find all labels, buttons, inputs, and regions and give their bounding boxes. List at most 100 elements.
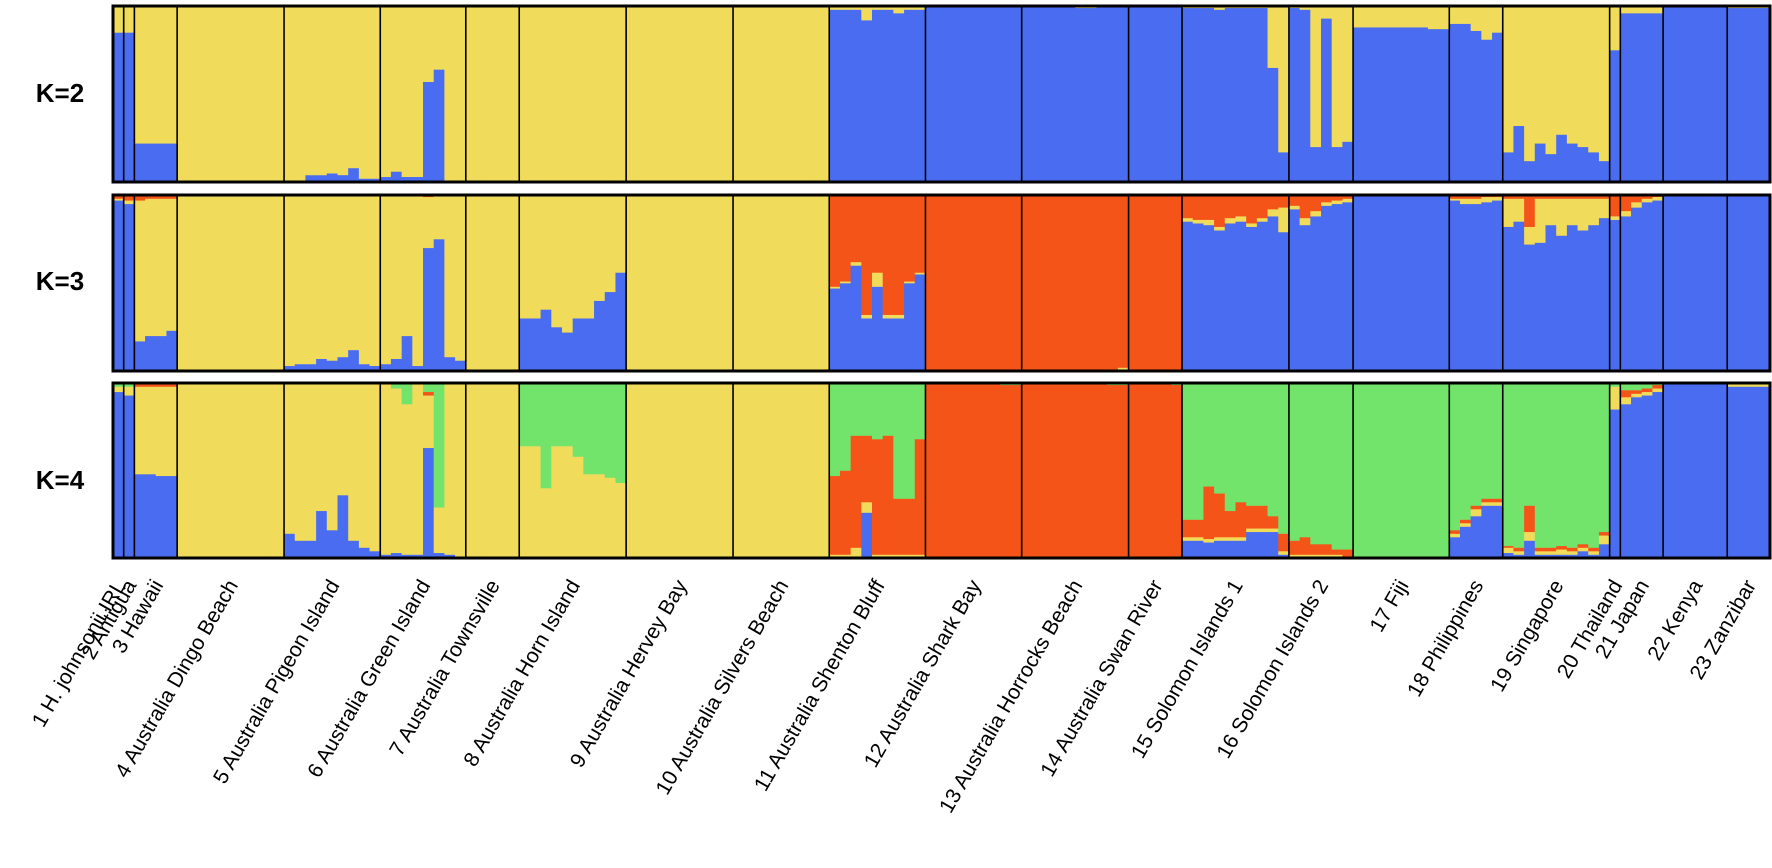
bar-segment	[444, 195, 456, 358]
bar-segment	[1246, 528, 1258, 533]
bar-segment	[497, 383, 510, 559]
bar-segment	[1171, 195, 1183, 372]
bar-segment	[1459, 519, 1472, 524]
bar-segment	[241, 195, 253, 372]
bar-segment	[561, 446, 574, 559]
bar-segment	[1192, 7, 1205, 183]
bar-segment	[829, 286, 841, 289]
bar-segment	[1545, 554, 1557, 559]
bar-segment	[872, 272, 884, 287]
bar-segment	[1641, 388, 1654, 393]
bar-segment	[1449, 6, 1461, 24]
bar-segment	[145, 335, 157, 372]
bar-segment	[230, 195, 242, 372]
bar-segment	[647, 383, 659, 559]
bar-segment	[465, 383, 478, 559]
bar-segment	[904, 498, 916, 555]
bar-segment	[1641, 383, 1654, 389]
bar-segment	[1417, 27, 1429, 183]
bar-segment	[775, 6, 788, 183]
bar-segment	[1727, 383, 1739, 387]
panel-k3	[111, 193, 1772, 373]
bar-segment	[1117, 195, 1130, 368]
bar-segment	[1481, 202, 1493, 372]
bar-segment	[1374, 383, 1386, 559]
bar-segment	[1096, 195, 1108, 372]
bar-segment	[1203, 486, 1215, 540]
bar-segment	[412, 176, 424, 183]
bar-segment	[583, 195, 595, 319]
bar-segment	[1502, 6, 1515, 153]
bar-segment	[904, 281, 916, 284]
bar-segment	[1256, 528, 1269, 533]
bar-segment	[1556, 545, 1568, 550]
bar-segment	[1727, 7, 1739, 183]
bar-segment	[1267, 6, 1279, 68]
bar-segment	[1577, 195, 1589, 199]
bar-segment	[1192, 537, 1205, 541]
bar-segment	[519, 195, 531, 319]
bar-segment	[989, 195, 1001, 372]
bar-segment	[1310, 544, 1322, 555]
bar-segment	[1235, 537, 1247, 541]
bar-segment	[1427, 195, 1440, 372]
bar-segment	[1192, 383, 1205, 520]
bar-segment	[1160, 6, 1172, 183]
bar-segment	[1299, 195, 1311, 219]
bar-segment	[583, 383, 595, 475]
bar-segment	[1214, 493, 1226, 538]
bar-segment	[1235, 502, 1247, 538]
bar-segment	[850, 435, 862, 548]
bar-segment	[1577, 146, 1589, 183]
bar-segment	[850, 383, 862, 436]
bar-segment	[145, 6, 157, 144]
bar-segment	[1652, 196, 1664, 201]
bar-segment	[1716, 6, 1728, 183]
bar-segment	[914, 9, 927, 183]
bar-segment	[198, 195, 210, 372]
bar-segment	[412, 6, 424, 178]
bar-segment	[412, 195, 424, 367]
bar-segment	[1534, 195, 1547, 199]
bar-segment	[348, 167, 360, 183]
bar-segment	[529, 446, 542, 559]
bar-segment	[1684, 6, 1696, 183]
bar-segment	[914, 554, 927, 559]
panel-k2	[111, 4, 1772, 184]
bar-segment	[337, 356, 349, 372]
bar-segment	[893, 498, 905, 555]
bar-segment	[1353, 383, 1365, 559]
bar-segment	[1203, 538, 1215, 543]
bar-segment	[1481, 505, 1493, 559]
bar-segment	[711, 383, 723, 559]
bar-segment	[1556, 235, 1568, 372]
bar-segment	[1513, 551, 1525, 555]
population-label: 9 Australia Hervey Bay	[566, 576, 692, 772]
bar-segment	[487, 6, 499, 183]
bar-segment	[1342, 383, 1354, 550]
bar-segment	[412, 365, 424, 372]
bar-segment	[1652, 200, 1664, 372]
bar-segment	[743, 6, 756, 183]
bar-segment	[134, 200, 146, 342]
bar-segment	[604, 195, 617, 293]
bar-segment	[1449, 530, 1461, 534]
bar-segment	[1385, 195, 1397, 372]
bar-segment	[316, 174, 328, 183]
bar-segment	[1203, 224, 1215, 372]
bar-segment	[305, 363, 317, 372]
bar-segment	[390, 383, 403, 389]
bar-segment	[626, 195, 638, 372]
bar-segment	[829, 9, 841, 183]
bar-segment	[369, 6, 381, 179]
bar-segment	[369, 365, 381, 372]
bar-segment	[1609, 216, 1621, 220]
bar-segment	[444, 383, 456, 555]
bar-segment	[872, 195, 884, 273]
bar-segment	[1502, 195, 1515, 199]
bar-segment	[1524, 505, 1536, 533]
bar-segment	[1160, 195, 1172, 372]
bar-segment	[177, 383, 189, 559]
bar-segment	[829, 288, 841, 372]
